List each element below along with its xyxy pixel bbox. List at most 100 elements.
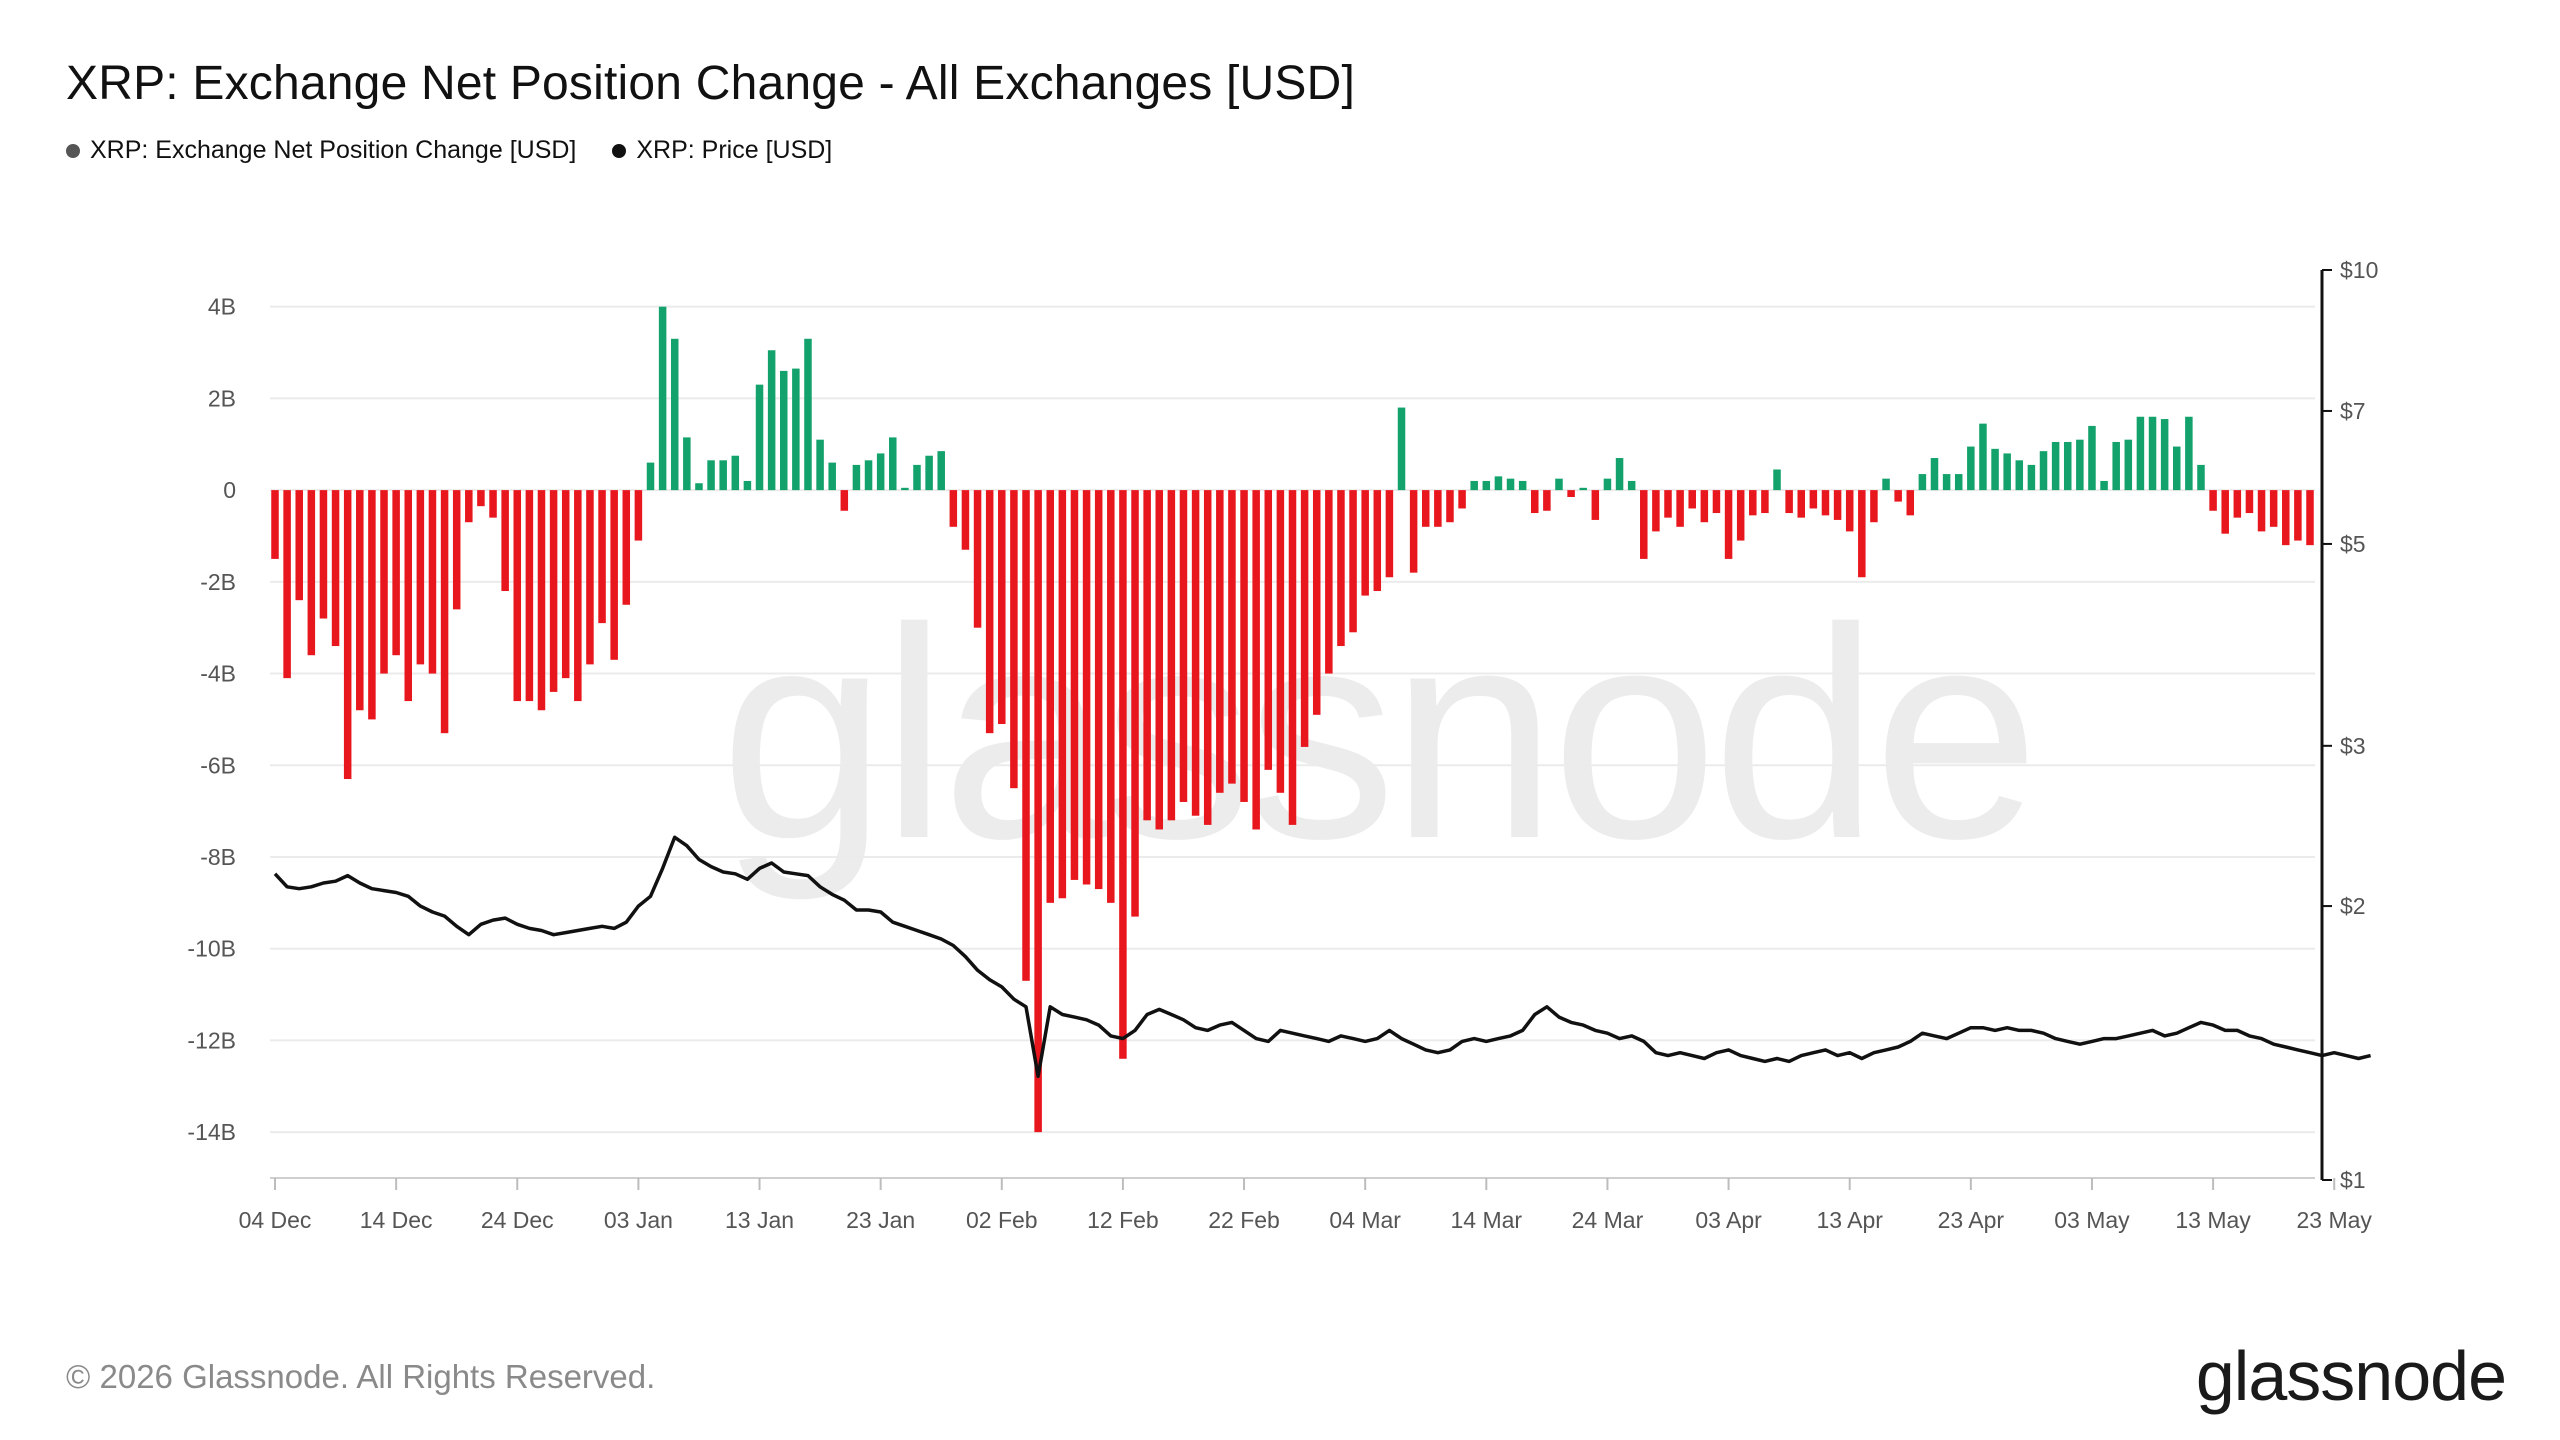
net-position-bar — [743, 480, 752, 491]
net-position-bar — [561, 490, 570, 679]
net-position-bar — [1470, 480, 1478, 491]
net-position-bar — [913, 464, 921, 491]
net-position-bar — [816, 439, 824, 491]
net-position-bar — [1543, 490, 1551, 511]
net-position-bar — [319, 490, 328, 619]
y-left-tick-label: -4B — [200, 661, 236, 687]
x-tick-label: 24 Dec — [481, 1207, 554, 1233]
net-position-bar — [1555, 478, 1563, 491]
net-position-bar — [1640, 490, 1648, 559]
net-position-bar — [1506, 478, 1515, 491]
legend-item-price[interactable]: XRP: Price [USD] — [612, 136, 832, 165]
net-position-bar — [2051, 441, 2060, 491]
net-position-bar — [828, 462, 836, 491]
net-position-bar — [1882, 478, 1890, 491]
net-position-bar — [392, 490, 400, 656]
net-position-bar — [1325, 490, 1333, 674]
net-position-bar — [1446, 490, 1454, 523]
y-left-tick-label: -6B — [200, 752, 236, 778]
x-tick-label: 04 Dec — [239, 1207, 312, 1233]
net-position-bar — [2100, 480, 2108, 491]
legend-label-net-position: XRP: Exchange Net Position Change [USD] — [90, 136, 577, 164]
net-position-bar — [1397, 407, 1406, 491]
net-position-bar — [1942, 474, 1951, 491]
net-position-bar — [2112, 441, 2120, 491]
net-position-bar — [1531, 490, 1539, 514]
net-position-bar — [331, 490, 340, 647]
net-position-bar — [2306, 490, 2314, 546]
x-tick-label: 13 Jan — [725, 1207, 794, 1233]
net-position-bar — [1143, 490, 1151, 821]
net-position-bar — [1010, 490, 1018, 789]
y-right-tick-label: $1 — [2340, 1167, 2366, 1193]
net-position-bar — [1070, 490, 1079, 880]
net-position-bar — [719, 460, 727, 491]
net-position-bar — [1409, 490, 1418, 573]
net-position-bar — [1131, 490, 1139, 917]
net-position-bar — [779, 370, 788, 491]
net-position-bar — [586, 490, 594, 665]
chart-title: XRP: Exchange Net Position Change - All … — [66, 57, 1355, 110]
net-position-bar — [2136, 416, 2145, 491]
net-position-bar — [1858, 490, 1866, 578]
net-position-bar — [1482, 480, 1491, 491]
x-tick-label: 22 Feb — [1208, 1207, 1280, 1233]
net-position-bar — [416, 490, 425, 665]
net-position-bar — [767, 350, 776, 491]
legend-dot-price — [612, 143, 627, 158]
net-position-bar — [707, 460, 715, 491]
net-position-bar — [2015, 460, 2024, 491]
x-tick-label: 14 Dec — [360, 1207, 433, 1233]
y-right-tick-label: $3 — [2340, 733, 2366, 759]
net-position-bar — [2257, 490, 2266, 532]
net-position-bar — [1954, 474, 1963, 491]
net-position-bar — [465, 490, 473, 523]
net-position-bar — [1773, 469, 1781, 491]
x-tick-label: 13 May — [2175, 1207, 2251, 1233]
net-position-bar — [307, 490, 316, 656]
y-left-tick-label: 2B — [208, 385, 236, 411]
legend-label-price: XRP: Price [USD] — [636, 136, 833, 164]
net-position-bar — [961, 490, 970, 550]
y-right-tick-label: $5 — [2340, 531, 2366, 557]
net-position-bar — [1082, 490, 1091, 885]
y-left-tick-label: 0 — [223, 477, 236, 503]
net-position-bar — [1809, 490, 1818, 509]
net-position-bar — [343, 490, 352, 780]
net-position-bar — [1918, 474, 1927, 491]
price-line — [273, 835, 2372, 1079]
net-position-bar — [574, 490, 582, 702]
y-left-tick-label: 4B — [208, 294, 236, 320]
net-position-bar — [1700, 490, 1709, 523]
net-position-bar — [2160, 419, 2169, 491]
net-position-bar — [889, 437, 897, 491]
net-position-bar — [1034, 490, 1042, 1133]
net-position-bar — [1361, 490, 1369, 596]
net-position-bar — [1736, 490, 1745, 541]
net-position-bar — [549, 490, 558, 692]
net-position-bar — [598, 490, 606, 624]
net-position-bar — [283, 490, 291, 679]
net-position-bar — [998, 490, 1006, 724]
y-right-tick-label: $7 — [2340, 398, 2366, 424]
net-position-bar — [1664, 490, 1672, 518]
net-position-bar — [622, 490, 631, 605]
net-position-bar — [525, 490, 534, 702]
net-position-bar — [1967, 446, 1975, 491]
net-position-bar — [1119, 490, 1127, 1059]
net-position-bar — [864, 460, 873, 491]
x-tick-label: 23 May — [2297, 1207, 2373, 1233]
net-position-bar — [368, 490, 376, 720]
net-position-bar — [1203, 490, 1212, 825]
legend-item-net-position[interactable]: XRP: Exchange Net Position Change [USD] — [66, 136, 576, 165]
x-tick-label: 03 Jan — [604, 1207, 673, 1233]
net-position-bar — [949, 490, 958, 527]
net-position-bar — [428, 490, 437, 674]
net-position-bar — [1337, 490, 1345, 647]
net-position-bar — [634, 490, 643, 541]
net-position-bar — [1046, 490, 1054, 903]
x-tick-label: 12 Feb — [1087, 1207, 1159, 1233]
net-position-bar — [513, 490, 522, 702]
net-position-bar — [658, 306, 667, 491]
